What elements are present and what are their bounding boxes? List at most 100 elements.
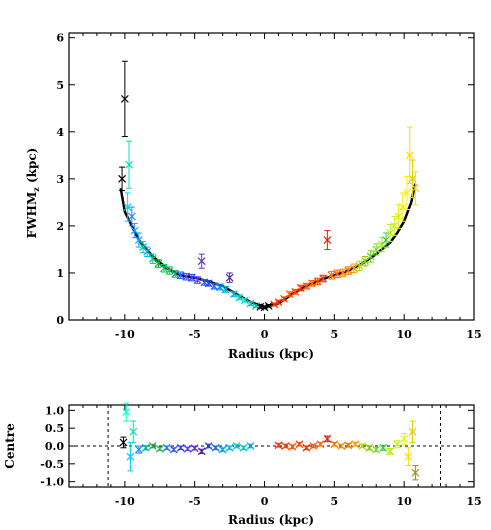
- y-tick-label: 0.0: [45, 440, 64, 453]
- data-point: [365, 443, 374, 452]
- data-point: [204, 279, 213, 288]
- data-point: [319, 274, 328, 283]
- y-tick-label: 0.5: [45, 422, 64, 435]
- trend-line: [119, 183, 417, 309]
- data-point: [296, 284, 305, 292]
- data-point: [215, 283, 224, 291]
- data-point: [355, 260, 364, 272]
- data-point: [148, 253, 157, 265]
- y-tick-label: 3: [56, 173, 64, 186]
- data-point: [229, 290, 238, 299]
- x-tick-label: 0: [261, 328, 269, 341]
- data-point: [235, 293, 244, 302]
- data-point: [281, 442, 290, 450]
- data-point: [323, 230, 332, 250]
- data-point: [295, 440, 304, 449]
- x-tick-label: 5: [331, 328, 339, 341]
- y-tick-label: 1: [56, 267, 64, 280]
- data-point: [162, 443, 171, 452]
- data-point: [148, 442, 157, 450]
- x-tick-label: -5: [189, 495, 201, 508]
- data-point: [246, 299, 255, 308]
- x-tick-label: 15: [466, 328, 481, 341]
- data-point: [274, 441, 283, 450]
- x-tick-label: 5: [331, 495, 339, 508]
- data-point: [122, 402, 131, 422]
- data-point: [134, 232, 143, 248]
- centre-panel: -10 -5 0 5 10 15 1.0 0.5 0.0 -0.5 -1.0 Radius (kp…: [3, 402, 482, 527]
- fwhm-y-ticks: 0 1 2 3 4 5 6: [56, 32, 474, 327]
- y-tick-label: -1.0: [40, 476, 64, 489]
- x-tick-label: 10: [397, 495, 413, 508]
- centre-y-ticks: 1.0 0.5 0.0 -0.5 -1.0: [40, 404, 474, 489]
- y-tick-label: 1.0: [45, 404, 64, 417]
- data-point: [337, 442, 346, 450]
- data-point: [390, 215, 399, 236]
- data-point: [119, 436, 128, 449]
- y-tick-label: 2: [56, 220, 64, 233]
- data-point: [129, 420, 138, 443]
- data-point: [193, 276, 202, 284]
- data-point: [134, 445, 143, 454]
- x-tick-label: -10: [115, 328, 135, 341]
- fwhm-x-ticks: -10 -5 0 5 10 15: [68, 33, 482, 341]
- data-point: [379, 443, 388, 452]
- data-point: [187, 273, 196, 282]
- data-point: [221, 285, 230, 294]
- data-point: [377, 237, 386, 253]
- data-point: [361, 255, 369, 267]
- data-point: [120, 60, 129, 138]
- y-tick-label: -0.5: [40, 458, 64, 471]
- data-point: [386, 447, 395, 456]
- data-point: [323, 434, 332, 443]
- data-point: [155, 444, 164, 453]
- data-point: [344, 266, 353, 275]
- data-point: [176, 443, 185, 452]
- data-point: [246, 442, 255, 450]
- data-point: [127, 206, 136, 227]
- data-point: [408, 420, 417, 443]
- data-point: [372, 243, 381, 256]
- x-tick-label: 0: [261, 495, 269, 508]
- data-point: [241, 296, 249, 305]
- fwhm-plot-frame: [68, 32, 475, 321]
- y-tick-label: 6: [56, 32, 64, 45]
- data-point: [197, 447, 206, 456]
- centre-y-axis-label: Centre: [3, 423, 17, 469]
- centre-x-axis-label: Radius (kpc): [228, 513, 314, 527]
- x-tick-label: -5: [189, 328, 201, 341]
- data-point: [125, 140, 133, 189]
- y-tick-label: 5: [56, 79, 64, 92]
- data-point: [411, 465, 420, 481]
- data-point: [160, 263, 168, 273]
- data-point: [351, 440, 360, 449]
- data-point: [123, 192, 132, 222]
- data-point: [232, 442, 241, 450]
- data-point: [165, 266, 174, 275]
- data-point: [338, 268, 347, 278]
- data-point: [291, 287, 300, 296]
- data-point: [308, 279, 316, 288]
- data-point: [349, 263, 358, 273]
- data-point: [404, 447, 413, 467]
- data-point: [197, 253, 206, 269]
- centre-data-points: [119, 402, 420, 481]
- data-point: [126, 441, 135, 472]
- data-point: [118, 166, 126, 192]
- data-point: [204, 442, 213, 450]
- data-point: [274, 298, 283, 307]
- data-point: [183, 444, 192, 453]
- y-tick-label: 4: [56, 126, 64, 139]
- data-point: [270, 300, 279, 309]
- data-point: [141, 443, 150, 452]
- y-tick-label: 0: [56, 314, 64, 327]
- data-point: [358, 442, 367, 450]
- data-point: [411, 171, 420, 206]
- data-point: [190, 444, 199, 453]
- data-point: [382, 232, 390, 248]
- data-point: [366, 250, 375, 263]
- x-tick-label: 10: [397, 328, 413, 341]
- fwhm-x-axis-label: Radius (kpc): [228, 347, 314, 361]
- data-point: [400, 433, 409, 445]
